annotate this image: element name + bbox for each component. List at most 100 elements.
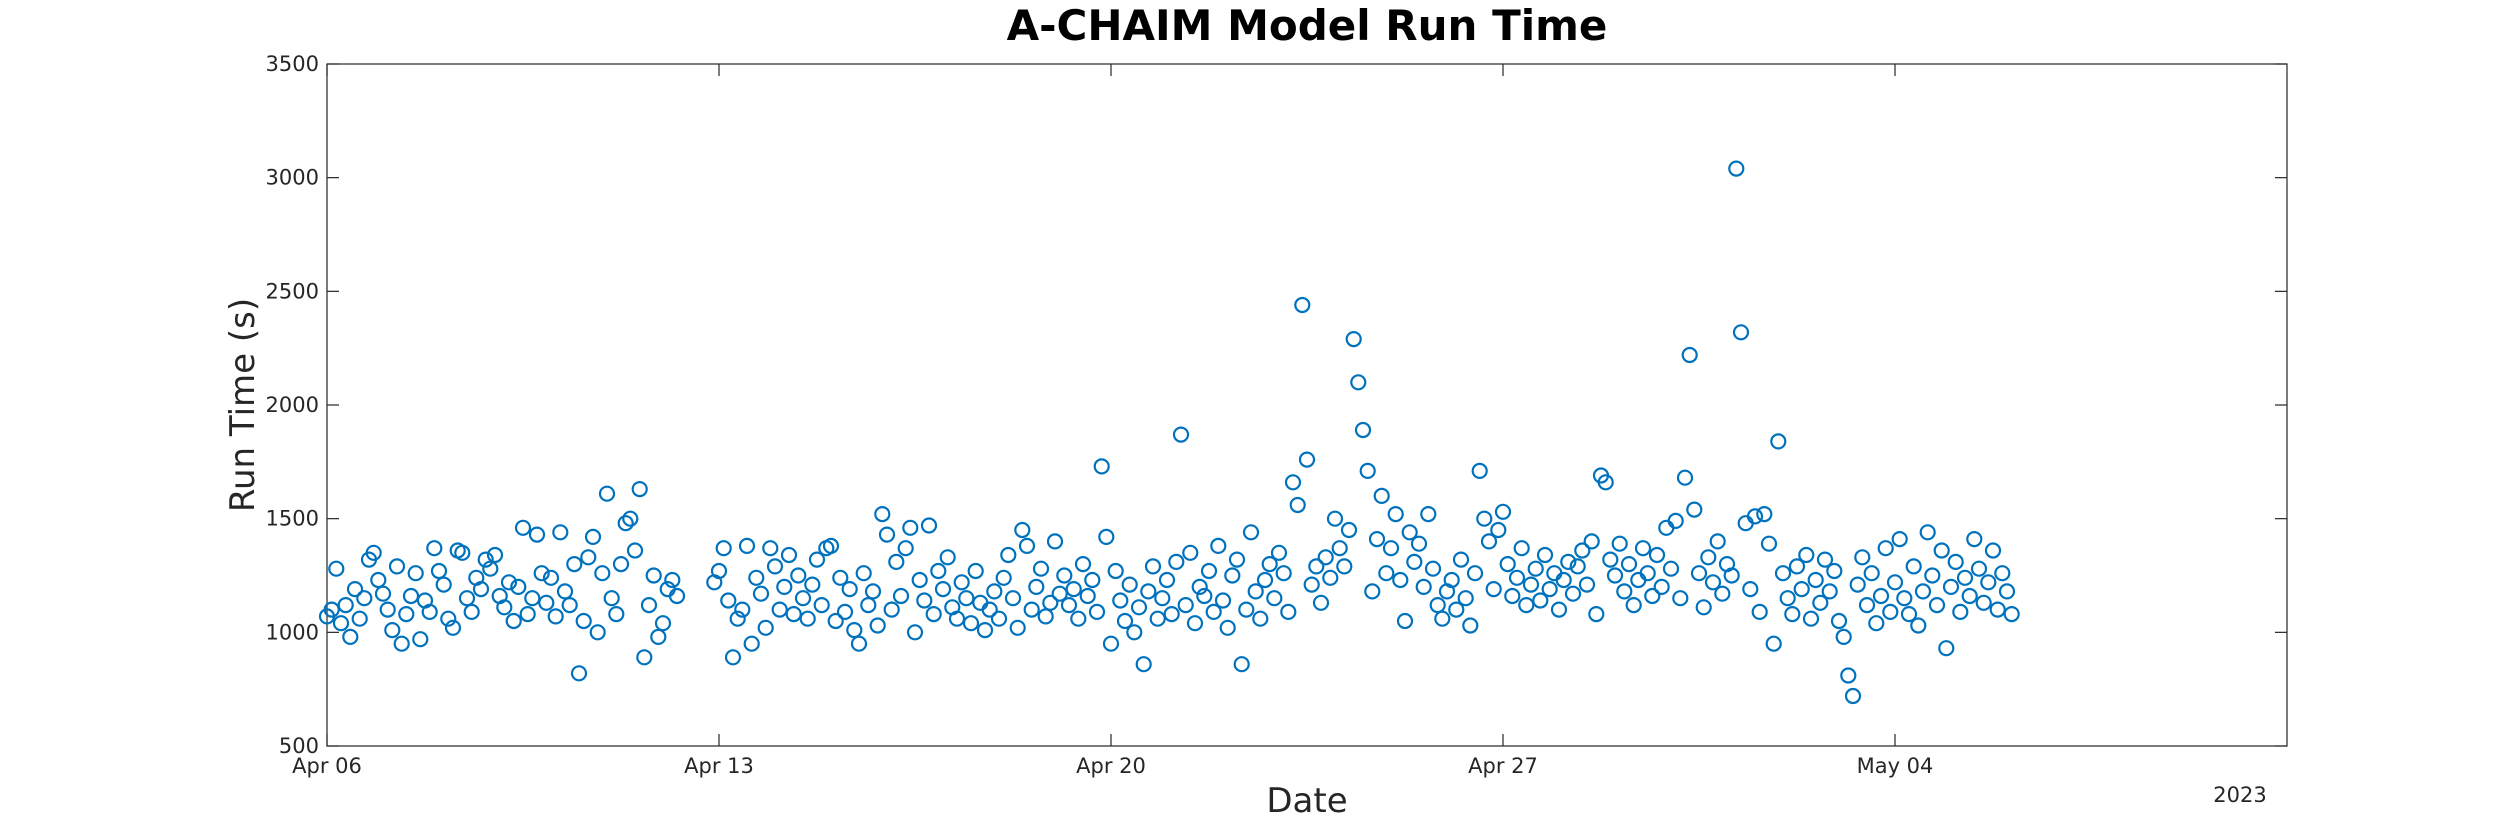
data-point bbox=[1788, 558, 1806, 575]
data-point bbox=[794, 590, 812, 607]
data-point bbox=[1494, 503, 1512, 520]
data-point bbox=[1560, 553, 1577, 571]
data-point bbox=[1966, 530, 1983, 548]
data-point bbox=[384, 621, 401, 639]
data-point bbox=[1886, 574, 1904, 591]
data-point bbox=[566, 555, 583, 573]
data-point bbox=[916, 592, 933, 609]
data-point bbox=[1583, 533, 1600, 550]
data-point bbox=[1756, 505, 1773, 523]
data-point bbox=[1354, 421, 1372, 439]
data-point bbox=[510, 578, 527, 596]
data-point bbox=[1784, 605, 1801, 623]
x-tick-label: Apr 27 bbox=[1468, 754, 1538, 778]
data-point bbox=[1877, 540, 1894, 557]
data-point bbox=[967, 562, 984, 580]
data-point bbox=[1032, 560, 1050, 577]
data-point bbox=[547, 608, 564, 625]
data-point bbox=[486, 546, 504, 564]
data-point bbox=[832, 569, 849, 586]
data-point bbox=[1214, 592, 1232, 609]
data-point bbox=[897, 540, 914, 557]
data-point bbox=[1695, 599, 1712, 616]
data-point bbox=[1028, 578, 1045, 596]
data-point bbox=[1163, 605, 1180, 623]
data-point bbox=[1238, 601, 1255, 618]
data-point bbox=[1359, 462, 1376, 479]
data-point bbox=[1639, 565, 1656, 582]
data-point bbox=[542, 569, 560, 586]
data-point bbox=[1681, 346, 1698, 364]
data-point bbox=[1466, 565, 1484, 582]
data-point bbox=[1065, 580, 1082, 598]
data-point bbox=[1186, 615, 1204, 632]
data-point bbox=[785, 605, 802, 623]
data-point bbox=[841, 580, 858, 598]
y-tick-label: 1000 bbox=[266, 620, 319, 644]
data-point bbox=[1275, 565, 1292, 582]
data-point bbox=[1704, 574, 1722, 591]
data-point bbox=[804, 576, 821, 593]
data-point bbox=[1938, 640, 1955, 657]
data-point bbox=[337, 596, 354, 614]
data-point bbox=[720, 592, 737, 609]
data-point bbox=[1910, 617, 1927, 634]
data-point bbox=[1765, 635, 1782, 652]
data-point bbox=[1858, 596, 1876, 614]
data-point bbox=[1107, 562, 1124, 580]
data-point bbox=[1233, 656, 1250, 673]
data-point bbox=[1368, 530, 1386, 548]
data-point bbox=[1401, 524, 1418, 541]
data-point bbox=[1970, 560, 1988, 577]
data-point bbox=[1714, 585, 1731, 602]
data-point bbox=[1821, 583, 1838, 600]
data-point bbox=[1219, 619, 1236, 636]
data-point bbox=[472, 580, 490, 598]
data-point bbox=[1247, 583, 1264, 600]
data-point bbox=[1280, 603, 1297, 621]
data-point bbox=[1387, 505, 1404, 523]
data-point bbox=[906, 624, 924, 641]
data-point bbox=[1536, 546, 1554, 564]
data-point bbox=[1172, 426, 1190, 443]
data-point bbox=[1168, 553, 1185, 571]
data-point bbox=[1914, 583, 1932, 600]
data-point bbox=[1406, 553, 1423, 571]
data-point bbox=[1928, 596, 1946, 614]
data-point bbox=[1088, 603, 1106, 621]
data-point bbox=[1340, 521, 1358, 539]
data-point bbox=[668, 587, 686, 605]
data-point bbox=[1760, 535, 1778, 552]
data-point bbox=[1182, 544, 1199, 561]
data-point bbox=[528, 526, 546, 543]
data-point bbox=[1392, 571, 1409, 589]
data-point bbox=[1023, 601, 1040, 618]
data-point bbox=[1224, 567, 1241, 584]
data-point bbox=[1998, 583, 2016, 600]
y-tick-label: 3500 bbox=[266, 52, 319, 76]
data-point bbox=[1574, 542, 1591, 559]
data-point bbox=[771, 601, 788, 618]
data-point bbox=[1812, 594, 1829, 611]
data-point bbox=[412, 631, 429, 648]
data-point bbox=[1975, 594, 1992, 611]
data-point bbox=[1158, 571, 1176, 589]
data-point bbox=[580, 549, 597, 566]
data-point bbox=[948, 610, 966, 627]
data-point bbox=[1942, 578, 1960, 596]
y-tick-label: 1500 bbox=[266, 507, 319, 531]
data-point bbox=[1457, 590, 1474, 607]
data-point bbox=[1779, 590, 1796, 607]
data-point bbox=[953, 574, 970, 591]
data-point bbox=[1891, 530, 1908, 548]
data-point bbox=[1200, 562, 1218, 580]
data-point bbox=[1835, 628, 1852, 646]
plot-area: 500 1000 1500 2000 2500 3000 3500 Apr 06 Apr 13… bbox=[266, 52, 2288, 778]
data-point bbox=[435, 576, 452, 593]
data-point bbox=[1774, 565, 1792, 582]
data-point bbox=[1004, 590, 1022, 607]
data-point bbox=[1667, 512, 1684, 530]
year-label: 2023 bbox=[2213, 783, 2266, 807]
data-point bbox=[1303, 576, 1320, 593]
